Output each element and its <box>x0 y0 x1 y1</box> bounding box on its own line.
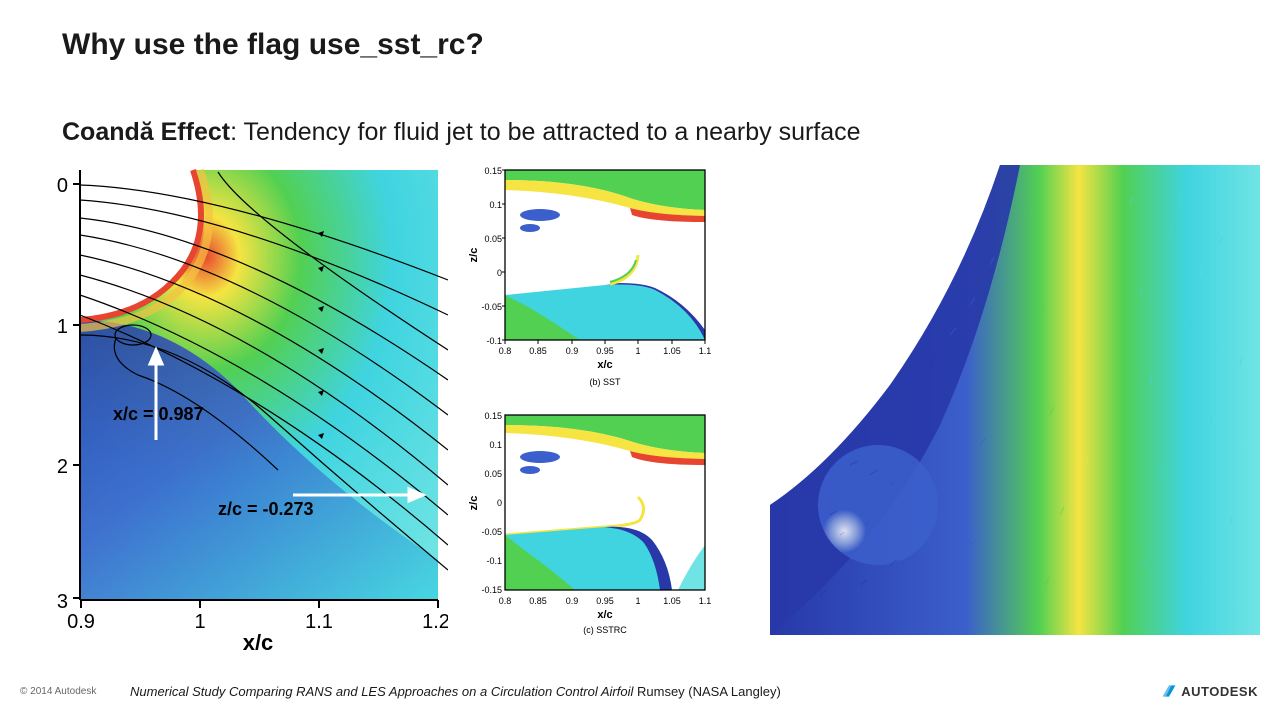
mid-bot-caption: (c) SSTRC <box>583 625 627 635</box>
svg-text:0: 0 <box>497 268 502 278</box>
subtitle-bold: Coandă Effect <box>62 118 230 146</box>
svg-text:0.85: 0.85 <box>529 346 547 356</box>
annot-zc: z/c = -0.273 <box>218 499 314 519</box>
mid-top-xlabel: x/c <box>597 359 612 371</box>
svg-text:1.1: 1.1 <box>305 611 333 633</box>
svg-text:-0.05: -0.05 <box>481 302 502 312</box>
svg-text:0.95: 0.95 <box>596 346 614 356</box>
svg-text:-0.05: -0.05 <box>481 527 502 537</box>
svg-text:0.8: 0.8 <box>499 346 512 356</box>
svg-text:2: 2 <box>57 456 68 478</box>
svg-text:1.1: 1.1 <box>699 346 712 356</box>
svg-text:1.05: 1.05 <box>663 346 681 356</box>
svg-text:-0.15: -0.15 <box>481 585 502 595</box>
svg-text:3: 3 <box>57 591 68 613</box>
mid-bot-ylabel: z/c <box>468 496 480 511</box>
svg-text:0.15: 0.15 <box>484 411 502 421</box>
autodesk-logo-text: AUTODESK <box>1181 684 1258 699</box>
svg-text:0.05: 0.05 <box>484 234 502 244</box>
svg-text:0.9: 0.9 <box>67 611 95 633</box>
annot-xc: x/c = 0.987 <box>113 404 204 424</box>
slide-subtitle: Coandă Effect: Tendency for fluid jet to… <box>62 118 861 147</box>
svg-text:-0.1: -0.1 <box>486 336 502 346</box>
svg-text:0.05: 0.05 <box>484 469 502 479</box>
copyright: © 2014 Autodesk <box>20 686 96 697</box>
svg-text:0: 0 <box>57 175 68 197</box>
footer: © 2014 Autodesk Numerical Study Comparin… <box>0 676 1280 706</box>
svg-text:-0.1: -0.1 <box>486 556 502 566</box>
slide-title: Why use the flag use_sst_rc? <box>62 28 484 62</box>
autodesk-icon <box>1161 683 1177 699</box>
left-xlabel: x/c <box>243 630 274 650</box>
mid-sst-chart: 0.15 0.1 0.05 0 -0.05 -0.1 0.8 0.85 0.9 … <box>460 160 720 390</box>
svg-text:0.95: 0.95 <box>596 596 614 606</box>
svg-text:0.1: 0.1 <box>489 440 502 450</box>
svg-text:0.9: 0.9 <box>566 596 579 606</box>
svg-text:1: 1 <box>57 316 68 338</box>
svg-text:0: 0 <box>497 498 502 508</box>
citation-author: Rumsey (NASA Langley) <box>633 684 780 699</box>
subtitle-rest: : Tendency for fluid jet to be attracted… <box>230 118 860 146</box>
svg-text:0.15: 0.15 <box>484 166 502 176</box>
svg-text:1: 1 <box>194 611 205 633</box>
svg-text:1.05: 1.05 <box>663 596 681 606</box>
svg-text:0.1: 0.1 <box>489 200 502 210</box>
svg-text:1.2: 1.2 <box>422 611 448 633</box>
mid-top-caption: (b) SST <box>589 377 621 387</box>
autodesk-logo: AUTODESK <box>1161 683 1258 699</box>
right-vector-field <box>770 165 1260 635</box>
citation-title: Numerical Study Comparing RANS and LES A… <box>130 684 633 699</box>
svg-text:0.85: 0.85 <box>529 596 547 606</box>
svg-text:0.9: 0.9 <box>566 346 579 356</box>
svg-text:1.1: 1.1 <box>699 596 712 606</box>
left-streamline-chart: x/c = 0.987 z/c = -0.273 0 1 2 3 0.9 <box>18 160 448 650</box>
svg-text:1: 1 <box>635 346 640 356</box>
mid-sstrc-chart: 0.15 0.1 0.05 0 -0.05 -0.1 -0.15 0.8 0.8… <box>460 405 720 635</box>
slide: Why use the flag use_sst_rc? Coandă Effe… <box>0 0 1280 720</box>
mid-top-ylabel: z/c <box>468 248 480 263</box>
svg-text:1: 1 <box>635 596 640 606</box>
citation: Numerical Study Comparing RANS and LES A… <box>130 684 1100 699</box>
svg-text:0.8: 0.8 <box>499 596 512 606</box>
mid-bot-xlabel: x/c <box>597 609 612 621</box>
